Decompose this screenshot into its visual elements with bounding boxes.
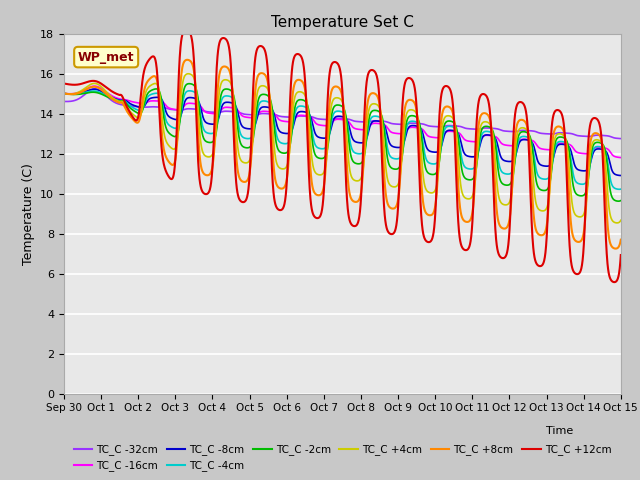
TC_C -2cm <box>179 90 187 96</box>
Line: TC_C -32cm: TC_C -32cm <box>64 89 621 139</box>
TC_C +8cm <box>617 237 625 242</box>
TC_C -2cm <box>617 198 625 204</box>
TC_C -32cm <box>180 107 188 113</box>
TC_C -2cm <box>564 142 572 148</box>
TC_C +12cm <box>216 39 223 45</box>
Line: TC_C -8cm: TC_C -8cm <box>64 89 621 176</box>
TC_C +12cm <box>397 139 404 144</box>
TC_C -16cm <box>617 155 625 160</box>
TC_C -32cm <box>216 109 223 115</box>
TC_C +12cm <box>406 75 414 81</box>
TC_C +8cm <box>60 91 68 96</box>
TC_C -32cm <box>617 136 625 142</box>
TC_C +12cm <box>60 81 68 86</box>
TC_C +8cm <box>184 57 191 63</box>
TC_C -16cm <box>406 124 414 130</box>
TC_C +4cm <box>564 152 572 157</box>
TC_C +4cm <box>617 218 625 224</box>
TC_C -2cm <box>397 161 404 167</box>
TC_C -4cm <box>616 186 623 192</box>
TC_C -16cm <box>91 83 99 89</box>
TC_C -32cm <box>92 86 99 92</box>
TC_C -4cm <box>179 97 187 103</box>
Title: Temperature Set C: Temperature Set C <box>271 15 414 30</box>
TC_C +4cm <box>397 168 404 173</box>
TC_C +8cm <box>564 172 572 178</box>
TC_C -2cm <box>614 198 622 204</box>
TC_C -8cm <box>617 173 625 179</box>
TC_C -8cm <box>564 143 572 149</box>
TC_C -16cm <box>397 131 404 137</box>
TC_C -8cm <box>406 123 414 129</box>
TC_C +8cm <box>406 97 414 103</box>
TC_C -4cm <box>186 88 193 94</box>
TC_C +4cm <box>216 87 223 93</box>
TC_C -4cm <box>397 154 404 159</box>
TC_C -16cm <box>617 155 625 160</box>
TC_C +8cm <box>612 246 620 252</box>
TC_C +12cm <box>182 27 190 33</box>
TC_C +12cm <box>564 209 572 215</box>
TC_C -2cm <box>406 113 414 119</box>
TC_C -8cm <box>180 103 188 109</box>
TC_C +4cm <box>406 107 414 113</box>
TC_C +4cm <box>60 91 68 96</box>
TC_C +8cm <box>179 61 187 67</box>
TC_C -2cm <box>186 81 193 86</box>
Text: Time: Time <box>545 426 573 436</box>
TC_C +12cm <box>611 279 618 285</box>
TC_C -2cm <box>617 198 625 204</box>
TC_C +4cm <box>613 220 621 226</box>
TC_C +8cm <box>397 164 404 169</box>
TC_C -4cm <box>564 143 572 149</box>
Line: TC_C +4cm: TC_C +4cm <box>64 74 621 223</box>
Legend: TC_C -32cm, TC_C -16cm, TC_C -8cm, TC_C -4cm, TC_C -2cm, TC_C +4cm, TC_C +8cm, T: TC_C -32cm, TC_C -16cm, TC_C -8cm, TC_C … <box>69 440 616 476</box>
Line: TC_C +8cm: TC_C +8cm <box>64 60 621 249</box>
Line: TC_C -4cm: TC_C -4cm <box>64 91 621 189</box>
TC_C -16cm <box>60 91 68 96</box>
TC_C +8cm <box>216 71 223 76</box>
TC_C -4cm <box>216 106 223 112</box>
TC_C +12cm <box>179 29 187 35</box>
Y-axis label: Temperature (C): Temperature (C) <box>22 163 35 264</box>
TC_C -16cm <box>216 109 223 115</box>
TC_C -16cm <box>564 141 572 147</box>
TC_C -4cm <box>617 186 625 192</box>
TC_C +8cm <box>617 238 625 243</box>
TC_C -4cm <box>617 186 625 192</box>
TC_C +12cm <box>617 252 625 258</box>
TC_C -8cm <box>60 91 68 96</box>
TC_C -16cm <box>180 104 188 110</box>
TC_C -2cm <box>216 100 223 106</box>
TC_C +12cm <box>617 254 625 260</box>
Text: WP_met: WP_met <box>78 50 134 63</box>
TC_C -32cm <box>617 136 625 142</box>
TC_C +4cm <box>617 217 625 223</box>
TC_C -32cm <box>406 120 414 126</box>
Line: TC_C +12cm: TC_C +12cm <box>64 30 621 282</box>
TC_C -2cm <box>60 91 68 96</box>
TC_C -8cm <box>216 112 223 118</box>
TC_C +4cm <box>179 77 187 83</box>
TC_C -32cm <box>564 131 572 136</box>
TC_C +4cm <box>184 71 192 77</box>
TC_C -32cm <box>397 121 404 127</box>
TC_C -8cm <box>90 86 98 92</box>
Line: TC_C -2cm: TC_C -2cm <box>64 84 621 201</box>
TC_C -32cm <box>60 98 68 104</box>
Line: TC_C -16cm: TC_C -16cm <box>64 86 621 157</box>
TC_C -8cm <box>617 173 625 179</box>
TC_C -4cm <box>406 119 414 124</box>
TC_C -4cm <box>60 91 68 96</box>
TC_C -8cm <box>397 144 404 150</box>
